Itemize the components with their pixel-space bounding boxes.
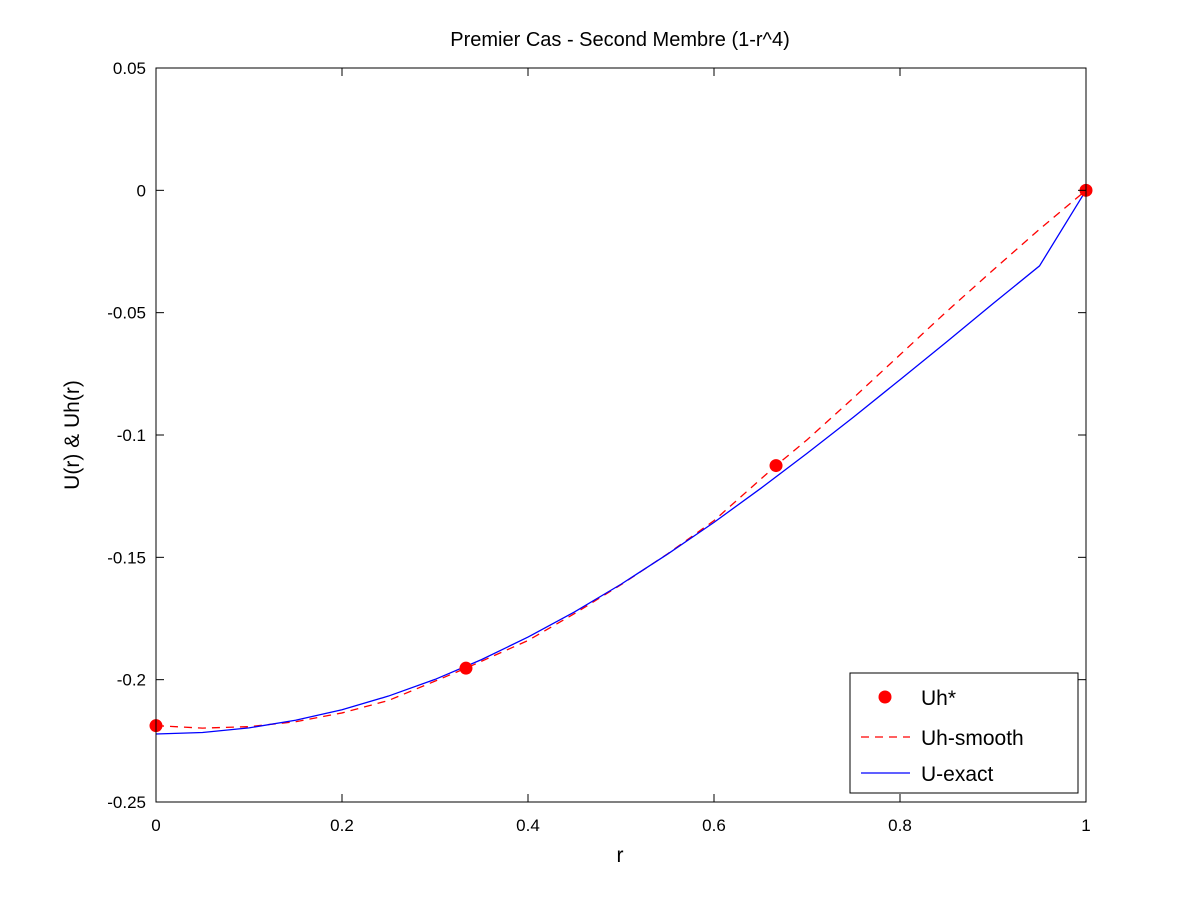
legend: Uh* Uh-smooth U-exact — [849, 672, 1079, 794]
x-tick-label: 0.8 — [888, 816, 912, 835]
series-line-u-exact — [155, 189, 1087, 735]
y-tick-label: -0.05 — [107, 304, 146, 323]
y-axis-label: U(r) & Uh(r) — [61, 380, 84, 490]
chart-title: Premier Cas - Second Membre (1-r^4) — [450, 29, 789, 51]
legend-label-uh-star: Uh* — [921, 687, 956, 710]
data-point-uh-star — [769, 459, 783, 473]
y-tick-label: -0.1 — [117, 426, 146, 445]
y-tick-label: 0 — [137, 181, 146, 200]
x-tick-label: 0 — [151, 816, 160, 835]
data-point-uh-star — [459, 661, 473, 675]
y-tick-label: -0.2 — [117, 671, 146, 690]
y-tick-label: -0.25 — [107, 793, 146, 812]
x-tick-label: 0.2 — [330, 816, 354, 835]
legend-swatch-uh-star — [878, 690, 892, 704]
x-axis-label: r — [617, 844, 624, 867]
x-tick-label: 0.4 — [516, 816, 540, 835]
y-tick-label: -0.15 — [107, 548, 146, 567]
x-tick-label: 0.6 — [702, 816, 726, 835]
x-tick-label: 1 — [1081, 816, 1090, 835]
legend-label-u-exact: U-exact — [921, 763, 994, 786]
legend-label-uh-smooth: Uh-smooth — [921, 727, 1024, 750]
axes: 0 0.2 0.4 0.6 0.8 1 -0.25 -0.2 -0.15 -0.1 -0.05 0 0.… — [107, 59, 1090, 835]
y-tick-label: 0.05 — [113, 59, 146, 78]
